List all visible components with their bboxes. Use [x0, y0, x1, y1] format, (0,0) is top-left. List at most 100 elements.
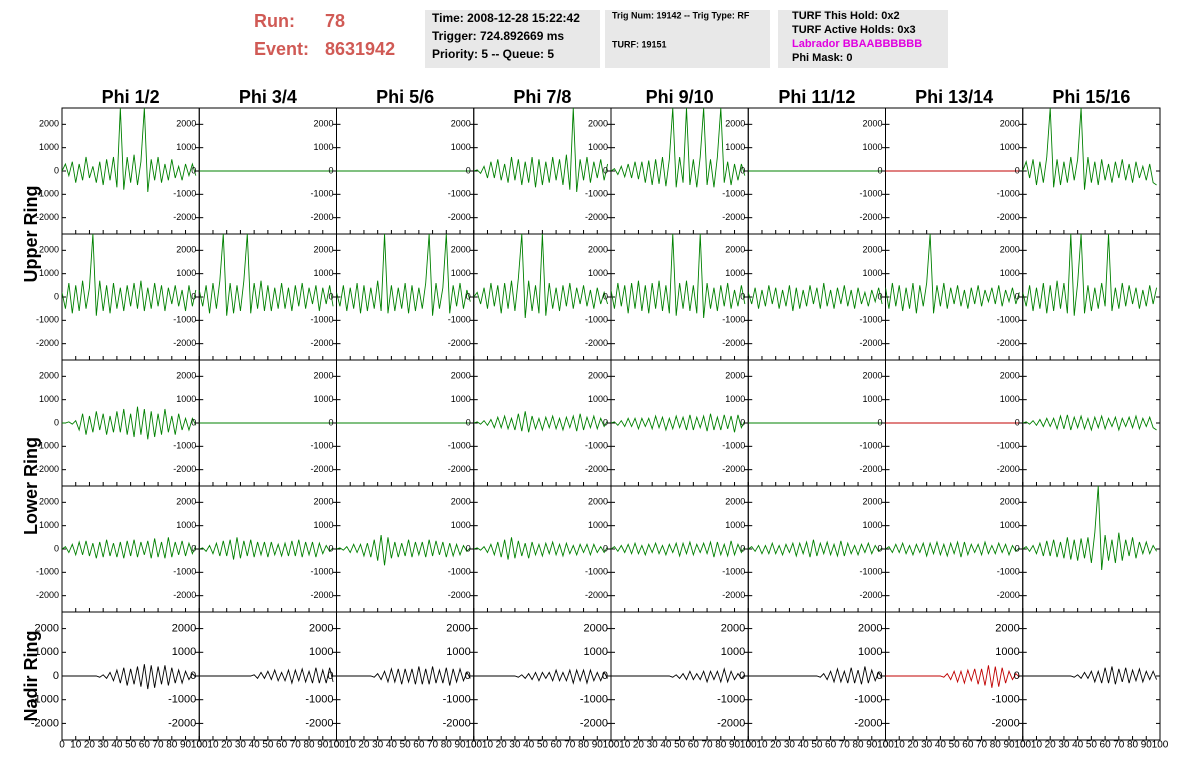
y-tick-label: 2000: [721, 622, 745, 634]
x-tick-label: 20: [770, 740, 782, 751]
info-line: Phi Mask: 0: [792, 52, 853, 64]
x-tick-label: 30: [647, 740, 659, 751]
y-tick-label: -1000: [997, 315, 1020, 325]
x-tick-label: 10: [756, 740, 768, 751]
y-tick-label: -1000: [580, 694, 608, 706]
x-tick-label: 90: [592, 740, 604, 751]
y-tick-label: 0: [54, 165, 59, 175]
y-tick-label: 0: [602, 670, 608, 682]
x-tick-label: 100: [1152, 740, 1169, 751]
y-tick-label: -2000: [448, 212, 471, 222]
y-tick-label: -2000: [310, 590, 333, 600]
y-tick-label: 1000: [172, 646, 196, 658]
waveform: [748, 282, 883, 312]
y-tick-label: 0: [877, 165, 882, 175]
y-tick-label: -2000: [859, 590, 882, 600]
y-tick-label: 2000: [1000, 245, 1020, 255]
y-tick-label: 2000: [313, 119, 333, 129]
y-tick-label: -2000: [859, 338, 882, 348]
x-tick-label: 50: [674, 740, 686, 751]
y-tick-label: -2000: [443, 717, 471, 729]
x-tick-label: 20: [496, 740, 508, 751]
x-tick-label: 50: [400, 740, 412, 751]
y-tick-label: 2000: [39, 497, 59, 507]
y-tick-label: -1000: [36, 189, 59, 199]
x-tick-label: 30: [372, 740, 384, 751]
y-tick-label: 1000: [1000, 268, 1020, 278]
x-tick-label: 0: [59, 740, 65, 751]
x-tick-label: 30: [1058, 740, 1070, 751]
y-tick-label: -2000: [722, 464, 745, 474]
y-tick-label: 1000: [588, 268, 608, 278]
y-tick-label: 1000: [176, 394, 196, 404]
y-tick-label: 1000: [176, 520, 196, 530]
y-tick-label: 0: [53, 670, 59, 682]
y-tick-label: -1000: [717, 694, 745, 706]
x-tick-label: 90: [1141, 740, 1153, 751]
x-tick-label: 50: [1086, 740, 1098, 751]
waveform: [336, 534, 471, 566]
y-tick-label: -2000: [585, 590, 608, 600]
y-tick-label: -1000: [859, 441, 882, 451]
info-line: Trigger: 724.892669 ms: [432, 29, 564, 43]
y-tick-label: 1000: [446, 646, 470, 658]
y-tick-label: 2000: [313, 371, 333, 381]
y-tick-label: -1000: [36, 567, 59, 577]
y-tick-label: 2000: [1000, 119, 1020, 129]
waveform: [199, 537, 334, 560]
x-tick-label: 70: [839, 740, 851, 751]
y-tick-label: 1000: [451, 520, 471, 530]
y-tick-label: 1000: [451, 142, 471, 152]
y-tick-label: -1000: [173, 189, 196, 199]
y-tick-label: 1000: [1000, 520, 1020, 530]
y-tick-label: 0: [877, 291, 882, 301]
x-tick-label: 40: [523, 740, 535, 751]
y-tick-label: 2000: [451, 497, 471, 507]
y-tick-label: 0: [876, 670, 882, 682]
y-tick-label: 0: [740, 291, 745, 301]
y-tick-label: -1000: [310, 315, 333, 325]
y-tick-label: -2000: [36, 212, 59, 222]
y-tick-label: 2000: [176, 371, 196, 381]
x-tick-label: 40: [798, 740, 810, 751]
y-tick-label: -2000: [722, 338, 745, 348]
y-tick-label: 2000: [1000, 371, 1020, 381]
y-tick-label: 1000: [313, 520, 333, 530]
x-tick-label: 70: [153, 740, 165, 751]
y-tick-label: 2000: [862, 497, 882, 507]
y-tick-label: -1000: [859, 189, 882, 199]
y-tick-label: -2000: [992, 717, 1020, 729]
x-tick-label: 20: [358, 740, 370, 751]
x-tick-label: 90: [729, 740, 741, 751]
ring-label: Lower Ring: [21, 437, 41, 535]
x-tick-label: 60: [551, 740, 563, 751]
y-tick-label: -1000: [443, 694, 471, 706]
y-tick-label: 0: [466, 291, 471, 301]
info-line: TURF Active Holds: 0x3: [792, 24, 916, 36]
y-tick-label: 2000: [1000, 497, 1020, 507]
x-tick-label: 0: [471, 740, 477, 751]
y-tick-label: 2000: [858, 622, 882, 634]
waveform: [473, 537, 608, 560]
x-tick-label: 80: [303, 740, 315, 751]
y-tick-label: -1000: [448, 441, 471, 451]
waveform: [1022, 486, 1157, 571]
x-tick-label: 30: [921, 740, 933, 751]
info-line: TURF: 19151: [612, 39, 667, 49]
y-tick-label: 0: [466, 165, 471, 175]
x-tick-label: 50: [125, 740, 137, 751]
y-tick-label: 1000: [1000, 394, 1020, 404]
waveform: [611, 108, 746, 188]
y-tick-label: 1000: [451, 268, 471, 278]
x-tick-label: 80: [441, 740, 453, 751]
y-tick-label: 2000: [588, 371, 608, 381]
x-tick-label: 60: [825, 740, 837, 751]
y-tick-label: 0: [54, 417, 59, 427]
y-tick-label: 0: [603, 165, 608, 175]
waveform: [473, 108, 609, 193]
y-tick-label: -1000: [722, 567, 745, 577]
x-tick-label: 40: [935, 740, 947, 751]
y-tick-label: 2000: [451, 371, 471, 381]
x-tick-label: 60: [139, 740, 151, 751]
y-tick-label: -2000: [310, 338, 333, 348]
